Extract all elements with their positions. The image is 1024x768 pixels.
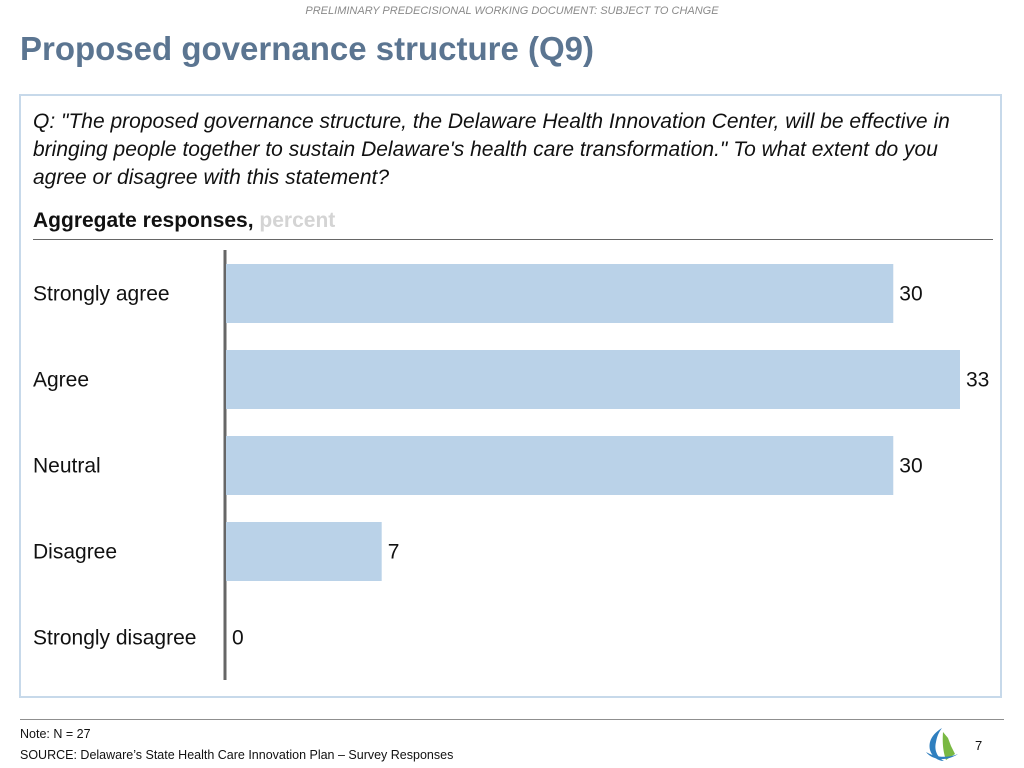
- category-label: Strongly agree: [33, 283, 170, 306]
- data-label: 33: [966, 369, 989, 392]
- page-number: 7: [975, 738, 983, 753]
- subtitle-divider: [33, 239, 993, 240]
- bar: [226, 350, 960, 409]
- category-label: Agree: [33, 369, 89, 392]
- data-label: 30: [899, 283, 922, 306]
- delaware-logo-icon: [926, 728, 958, 761]
- chart-subtitle-main: Aggregate responses,: [33, 209, 254, 232]
- bar: [226, 522, 382, 581]
- footer-source: SOURCE: Delaware’s State Health Care Inn…: [20, 748, 454, 762]
- category-label: Strongly disagree: [33, 627, 196, 650]
- survey-question: Q: "The proposed governance structure, t…: [33, 110, 950, 189]
- bar: [226, 264, 894, 323]
- footer-note: Note: N = 27: [20, 727, 91, 741]
- category-label: Neutral: [33, 455, 101, 478]
- chart-subtitle-unit: percent: [259, 209, 336, 232]
- bar: [226, 436, 894, 495]
- page-title: Proposed governance structure (Q9): [20, 30, 594, 67]
- data-label: 7: [388, 541, 400, 564]
- header-note: PRELIMINARY PREDECISIONAL WORKING DOCUME…: [305, 5, 719, 17]
- category-label: Disagree: [33, 541, 117, 564]
- footer-divider: [20, 719, 1004, 720]
- data-label: 30: [899, 455, 922, 478]
- chart-subtitle: Aggregate responses, percent: [33, 209, 335, 233]
- data-label: 0: [232, 627, 244, 650]
